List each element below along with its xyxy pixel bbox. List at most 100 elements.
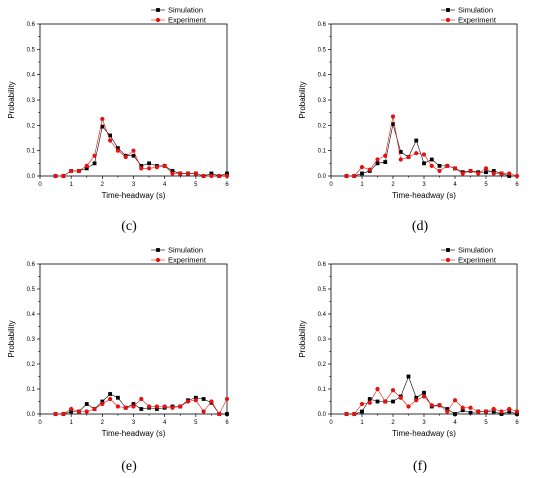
y-tick-label: 0.0 [27, 412, 36, 418]
data-point-square [445, 407, 450, 411]
data-point-circle [375, 157, 380, 162]
data-point-square [108, 133, 113, 138]
y-tick-label: 0.1 [318, 387, 327, 393]
data-point-square [139, 407, 144, 411]
legend-label: Experiment [458, 256, 497, 265]
data-point-circle [100, 401, 105, 407]
data-point-square [391, 399, 395, 404]
data-point-circle [406, 154, 411, 160]
data-point-circle [359, 165, 365, 170]
panel-label: (d) [412, 219, 429, 234]
y-tick-label: 0.2 [318, 362, 327, 368]
x-tick-label: 3 [422, 420, 426, 426]
data-point-circle [108, 138, 113, 143]
y-tick-label: 0.2 [27, 362, 36, 368]
y-tick-label: 0.4 [27, 312, 36, 318]
series-experiment [53, 116, 230, 179]
data-point-circle [53, 173, 58, 179]
data-point-circle [146, 404, 152, 409]
data-point-circle [92, 406, 97, 412]
data-point-circle [414, 398, 419, 403]
data-point-circle [131, 148, 136, 153]
data-point-square [414, 395, 419, 400]
data-point-square [100, 399, 105, 404]
y-tick-label: 0.2 [318, 123, 327, 129]
y-tick-label: 0.3 [27, 337, 36, 343]
legend-marker-square [446, 248, 450, 252]
data-point-circle [460, 405, 465, 410]
x-tick-label: 6 [515, 182, 519, 188]
data-point-circle [92, 153, 97, 158]
data-point-square [499, 412, 504, 416]
data-point-circle [514, 409, 520, 414]
y-axis-title: Probability [7, 81, 16, 118]
x-tick-label: 6 [225, 182, 229, 188]
y-tick-label: 0.4 [27, 73, 36, 79]
data-point-square [398, 150, 403, 154]
data-point-circle [460, 171, 465, 176]
y-tick-label: 0.0 [27, 174, 36, 180]
legend-marker-circle [445, 257, 451, 263]
data-point-circle [217, 173, 222, 179]
y-tick-label: 0.5 [27, 287, 36, 293]
data-point-circle [452, 398, 458, 403]
data-point-circle [178, 404, 183, 409]
data-point-circle [217, 411, 222, 417]
y-tick-label: 0.5 [318, 47, 327, 53]
data-point-circle [69, 168, 74, 174]
x-tick-label: 3 [132, 420, 136, 426]
data-point-square [131, 153, 136, 158]
x-tick-label: 6 [515, 420, 519, 426]
data-point-circle [178, 171, 183, 176]
data-point-square [209, 171, 214, 176]
data-point-square [193, 395, 198, 400]
data-point-square [147, 161, 151, 166]
y-tick-label: 0.4 [318, 73, 327, 79]
y-tick-label: 0.6 [27, 262, 36, 268]
data-point-square [131, 402, 136, 406]
x-tick-label: 1 [360, 420, 364, 426]
data-point-circle [53, 411, 58, 417]
data-point-square [69, 409, 74, 414]
data-point-circle [483, 166, 489, 171]
data-point-circle [139, 396, 144, 402]
y-tick-label: 0.3 [27, 98, 36, 104]
data-point-circle [84, 409, 89, 414]
x-tick-label: 2 [391, 182, 395, 188]
data-point-square [391, 122, 395, 126]
data-point-circle [162, 404, 167, 409]
data-point-square [84, 166, 89, 171]
data-point-square [375, 161, 380, 166]
data-point-circle [514, 173, 520, 179]
legend-label: Simulation [168, 246, 203, 255]
data-point-square [201, 397, 206, 401]
legend-label: Experiment [458, 16, 497, 25]
data-point-circle [154, 165, 159, 170]
data-point-circle [499, 171, 504, 176]
plot-frame [39, 263, 228, 415]
chart-panel-4: 0 1 2 3 4 5 6 0.0 0.1 0.2 0.3 0.4 0.5 0.6 Time-headway… [298, 246, 519, 474]
x-tick-label: 2 [391, 420, 395, 426]
data-point-square [429, 157, 434, 162]
x-tick-label: 0 [38, 420, 42, 426]
data-point-circle [193, 171, 198, 176]
legend-marker-circle [155, 257, 161, 263]
data-point-circle [383, 153, 388, 158]
legend-marker-circle [445, 17, 451, 23]
data-point-circle [507, 406, 512, 412]
data-point-circle [224, 396, 230, 402]
x-tick-label: 5 [484, 420, 488, 426]
legend-marker-circle [155, 17, 161, 23]
data-point-circle [344, 411, 349, 417]
data-point-circle [76, 168, 82, 174]
data-point-circle [123, 405, 128, 410]
y-tick-label: 0.6 [318, 262, 327, 268]
y-tick-label: 0.2 [27, 123, 36, 129]
data-point-circle [476, 171, 481, 176]
data-point-circle [352, 173, 357, 179]
data-point-square [422, 390, 426, 395]
y-tick-label: 0.0 [318, 412, 327, 418]
y-tick-label: 0.1 [318, 149, 327, 155]
data-point-circle [162, 163, 167, 168]
